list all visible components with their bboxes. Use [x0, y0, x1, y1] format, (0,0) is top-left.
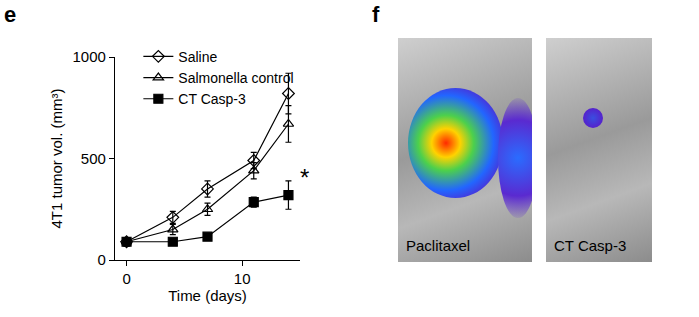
svg-text:0: 0	[122, 270, 130, 287]
html-text:e: e	[4, 2, 17, 27]
svg-text:0: 0	[98, 251, 106, 268]
svg-text:*: *	[300, 164, 309, 191]
svg-text:Salmonella control: Salmonella control	[178, 70, 293, 86]
html-text:f: f	[372, 2, 380, 27]
svg-text:500: 500	[81, 150, 106, 167]
svg-text:Saline: Saline	[178, 49, 217, 65]
html-text:Paclitaxel: Paclitaxel	[406, 237, 471, 254]
svg-text:1000: 1000	[73, 48, 106, 65]
svg-text:CT Casp-3: CT Casp-3	[178, 91, 246, 107]
svg-text:Time (days): Time (days)	[168, 287, 247, 304]
svg-text:4T1 tumor vol. (mm³): 4T1 tumor vol. (mm³)	[48, 88, 65, 228]
svg-text:10: 10	[234, 270, 251, 287]
html-text:CT Casp-3: CT Casp-3	[554, 237, 627, 254]
